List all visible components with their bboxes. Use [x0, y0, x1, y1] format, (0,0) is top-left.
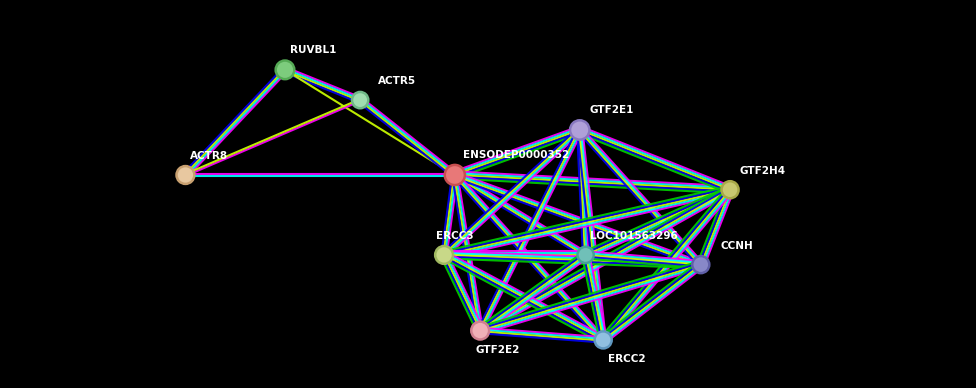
Text: GTF2H4: GTF2H4: [740, 166, 786, 176]
Circle shape: [721, 181, 739, 198]
Text: LOC101563296: LOC101563296: [590, 231, 678, 241]
Circle shape: [578, 247, 593, 263]
Text: CCNH: CCNH: [720, 241, 753, 251]
Circle shape: [570, 120, 590, 140]
Circle shape: [435, 246, 453, 264]
Text: ACTR8: ACTR8: [190, 151, 228, 161]
Text: GTF2E2: GTF2E2: [475, 345, 519, 355]
Circle shape: [445, 165, 465, 185]
Circle shape: [352, 92, 368, 108]
Circle shape: [177, 166, 194, 184]
Circle shape: [275, 61, 295, 79]
Text: ACTR5: ACTR5: [378, 76, 416, 87]
Text: ERCC3: ERCC3: [436, 230, 474, 241]
Circle shape: [594, 331, 612, 348]
Text: ERCC2: ERCC2: [608, 354, 646, 364]
Circle shape: [471, 322, 489, 340]
Text: GTF2E1: GTF2E1: [590, 105, 633, 115]
Text: ENSODEP0000352: ENSODEP0000352: [463, 150, 569, 160]
Text: RUVBL1: RUVBL1: [290, 45, 337, 55]
Circle shape: [692, 256, 710, 273]
